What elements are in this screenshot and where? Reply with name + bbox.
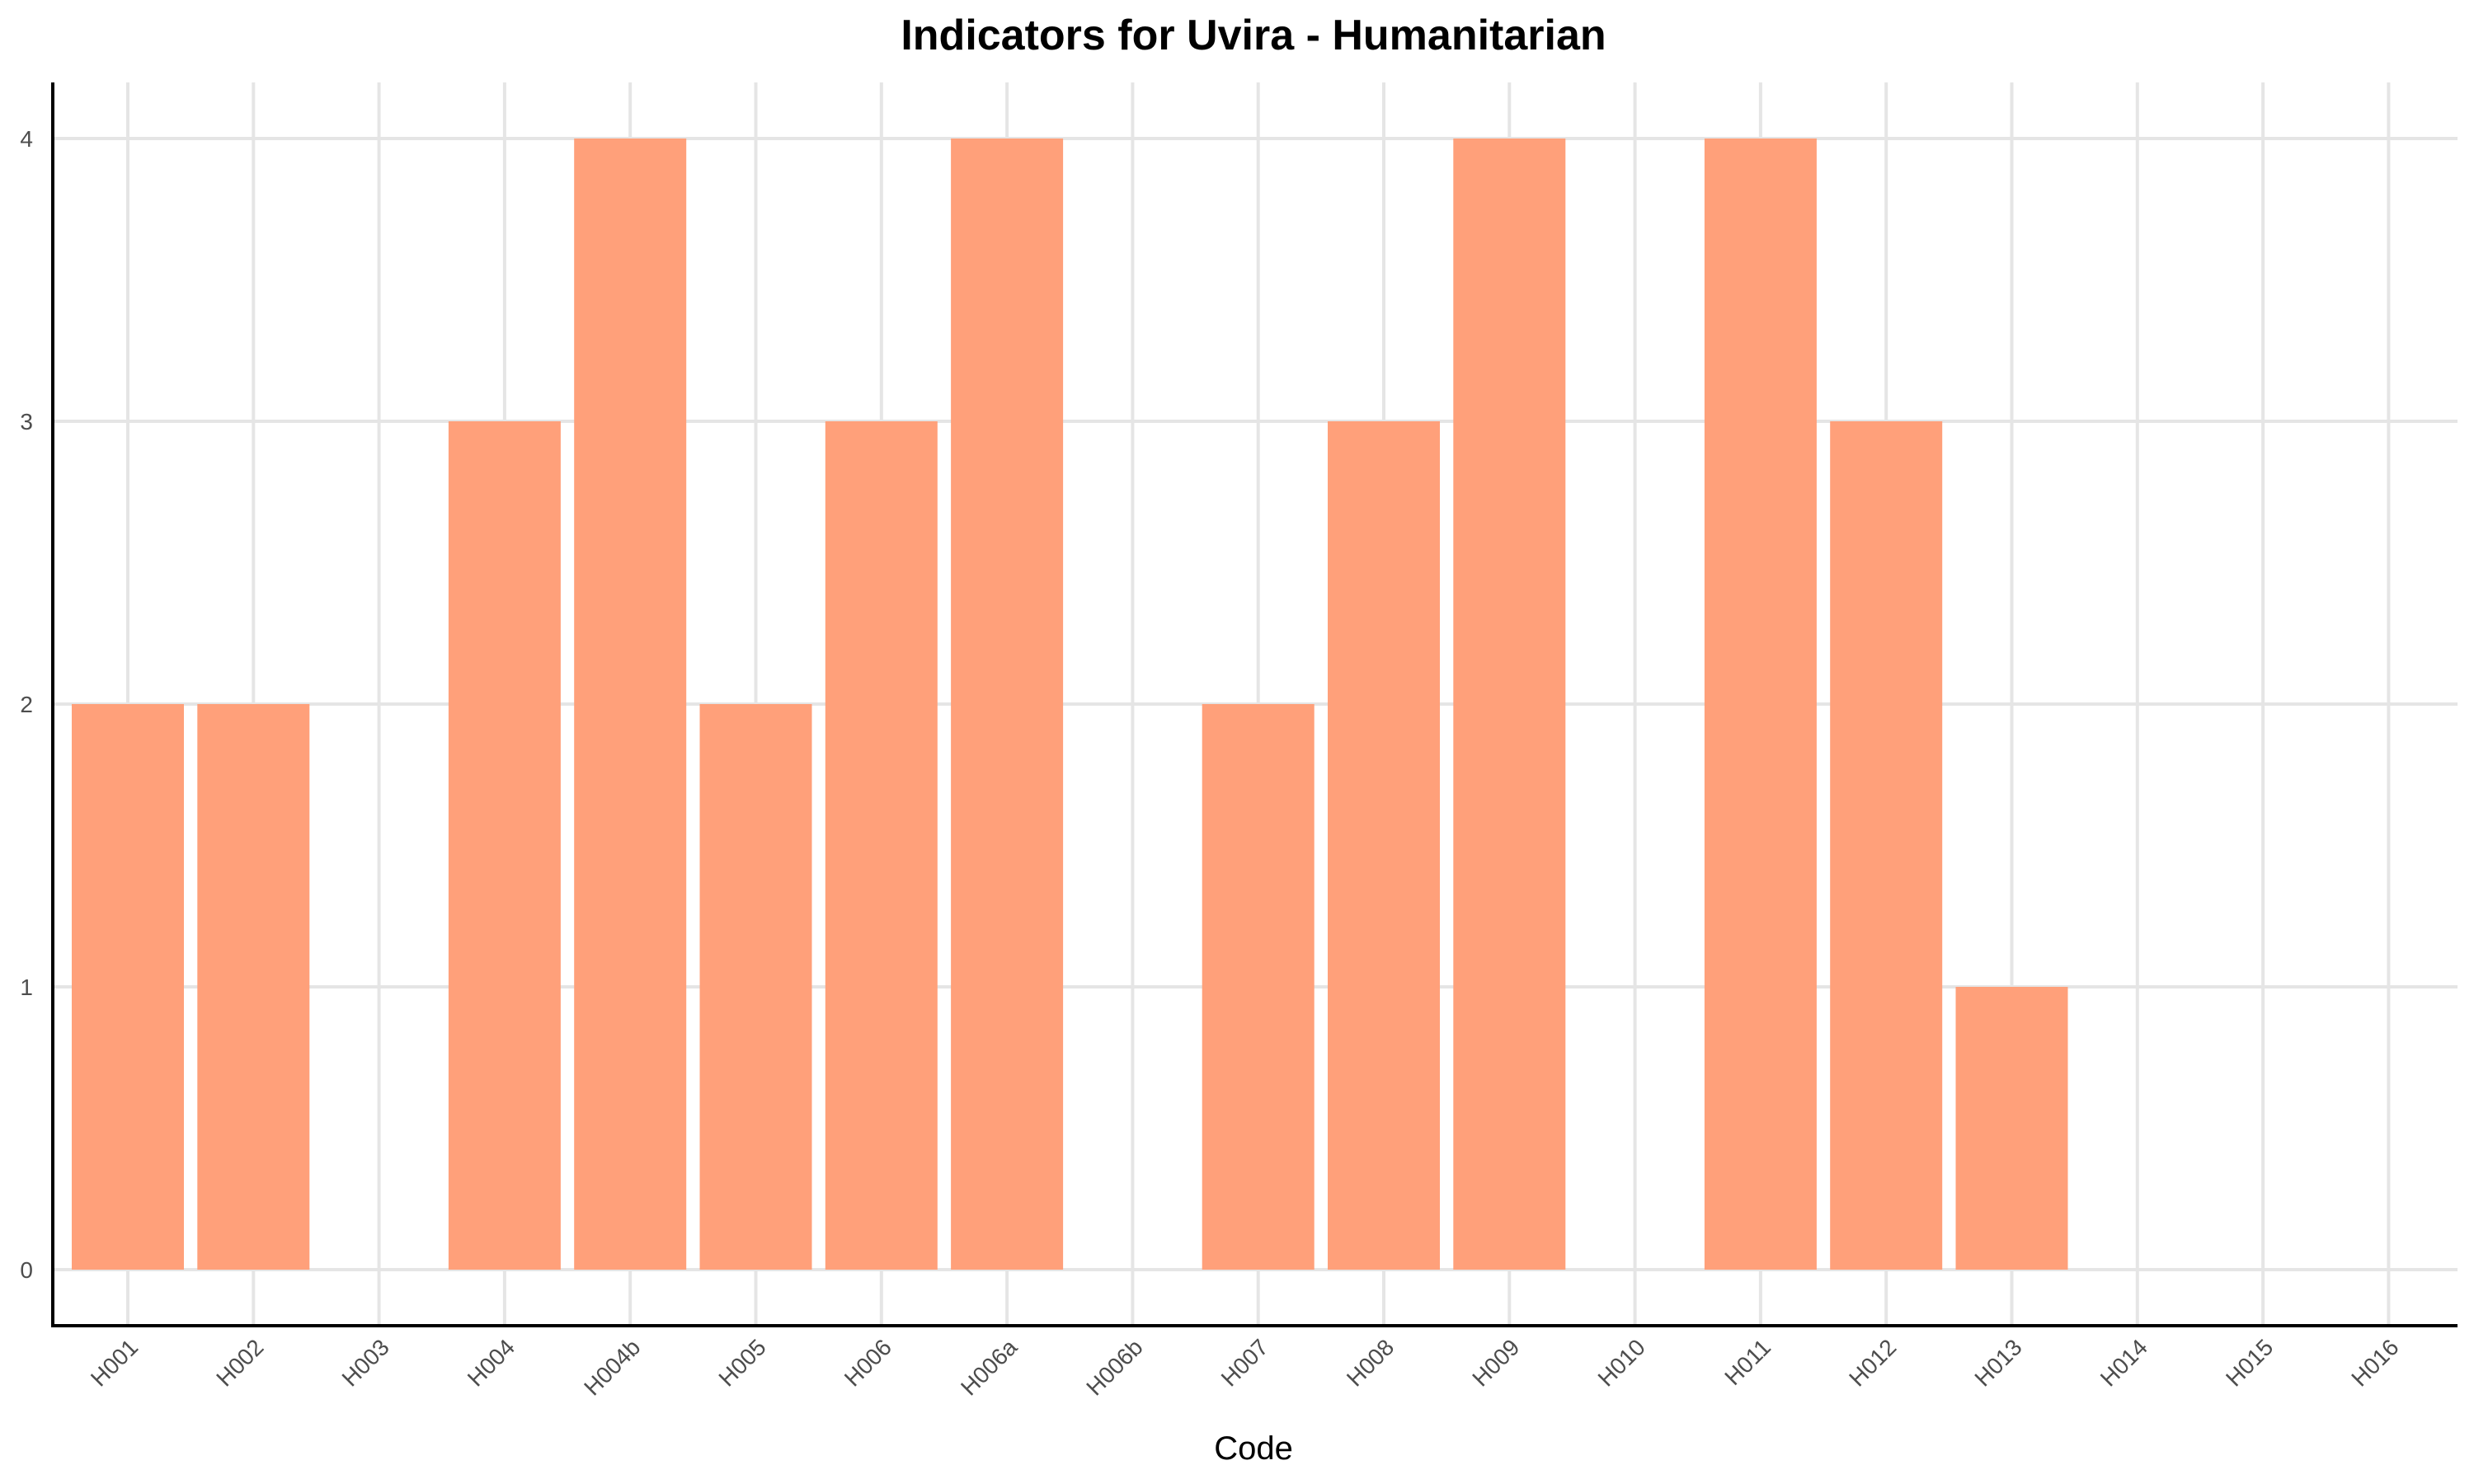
x-tick-label: H006b <box>1081 1334 1147 1400</box>
bar-h004b <box>574 139 687 1270</box>
bar-h012 <box>1830 421 1943 1270</box>
y-tick-labels: 0 1 2 3 4 <box>20 126 33 1283</box>
y-tick-label: 4 <box>20 126 33 152</box>
bar-h001 <box>72 704 184 1270</box>
x-tick-label: H004 <box>463 1334 520 1391</box>
bar-h011 <box>1704 139 1817 1270</box>
bar-h004 <box>448 421 561 1270</box>
bar-h006a <box>951 139 1064 1270</box>
x-tick-label: H013 <box>1969 1334 2026 1391</box>
x-tick-label: H014 <box>2095 1334 2152 1391</box>
x-tick-label: H003 <box>337 1334 394 1391</box>
x-tick-label: H009 <box>1467 1334 1524 1391</box>
x-tick-label: H002 <box>211 1334 268 1391</box>
bar-h007 <box>1202 704 1315 1270</box>
x-axis-label: Code <box>1214 1430 1293 1467</box>
y-tick-label: 3 <box>20 409 33 434</box>
bar-h008 <box>1328 421 1440 1270</box>
x-tick-label: H006a <box>956 1334 1023 1401</box>
x-tick-label: H008 <box>1342 1334 1399 1391</box>
x-tick-label: H005 <box>713 1334 770 1391</box>
bar-h013 <box>1955 987 2068 1270</box>
bar-h002 <box>197 704 310 1270</box>
y-tick-label: 0 <box>20 1257 33 1283</box>
x-tick-label: H007 <box>1216 1334 1273 1391</box>
chart-title: Indicators for Uvira - Humanitarian <box>901 12 1606 59</box>
x-tick-label: H001 <box>86 1334 143 1391</box>
x-tick-label: H015 <box>2221 1334 2278 1391</box>
x-tick-label: H011 <box>1719 1334 1776 1390</box>
x-tick-label: H004b <box>579 1334 645 1400</box>
x-tick-label: H012 <box>1844 1334 1901 1391</box>
x-tick-labels: H001 H002 H003 H004 H004b H005 H006 H006a H006b H… <box>86 1334 2404 1401</box>
bar-h005 <box>699 704 812 1270</box>
bar-h009 <box>1453 139 1566 1270</box>
bars <box>72 139 2068 1270</box>
x-tick-label: H010 <box>1593 1334 1650 1391</box>
y-tick-label: 1 <box>20 974 33 1000</box>
y-tick-label: 2 <box>20 692 33 717</box>
bar-h006 <box>825 421 938 1270</box>
axes <box>51 82 2458 1327</box>
x-tick-label: H016 <box>2346 1334 2403 1391</box>
x-tick-label: H006 <box>840 1334 896 1391</box>
